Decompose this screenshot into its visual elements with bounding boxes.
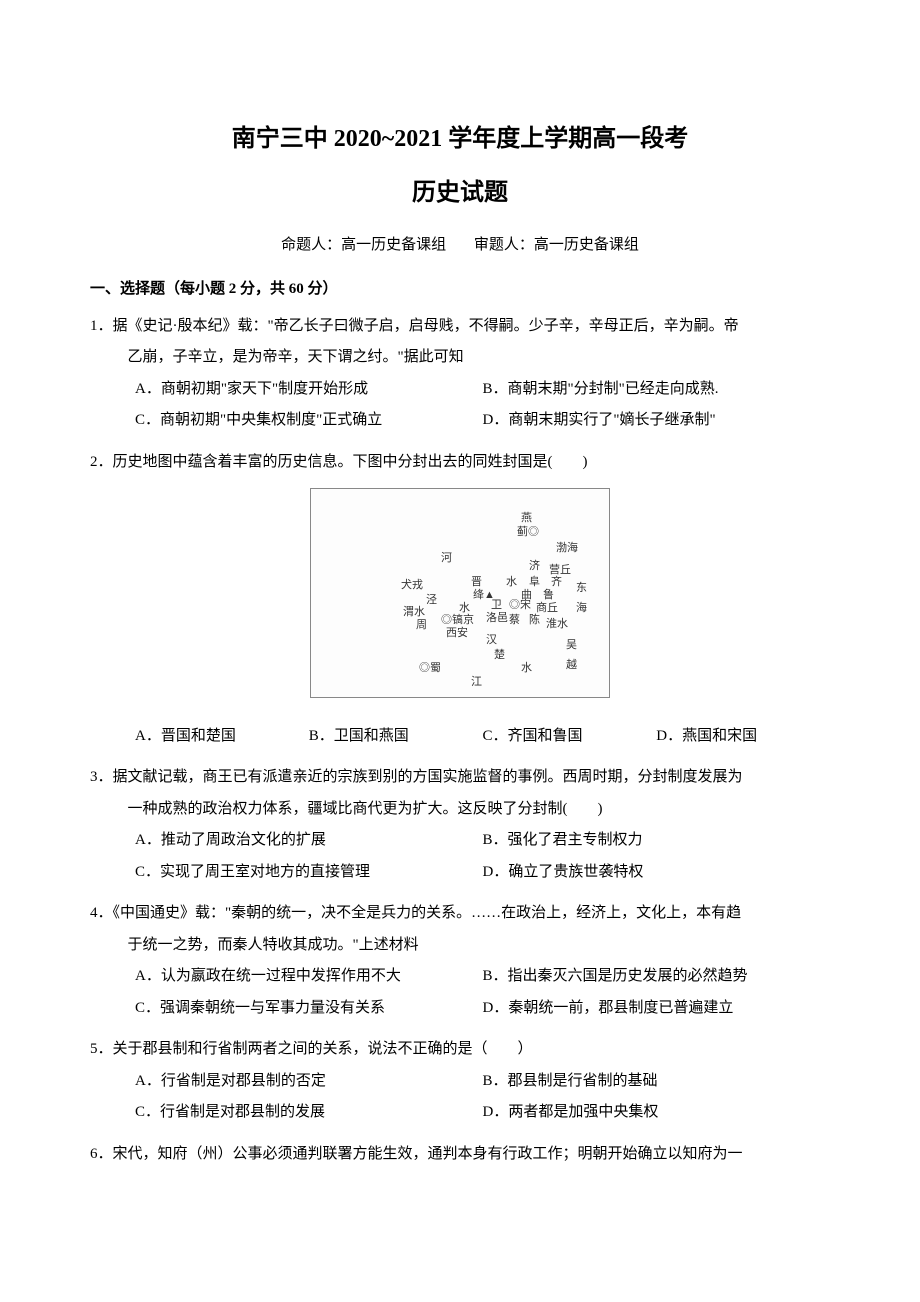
question-1-option-d: D．商朝末期实行了"嫡长子继承制"	[483, 405, 831, 437]
question-4: 4．《中国通史》载："秦朝的统一，决不全是兵力的关系。……在政治上，经济上，文化…	[90, 898, 830, 1024]
question-4-num: 4．	[90, 905, 113, 921]
map-image: 燕蓟◎渤海河济营丘犬戎晋水阜齐东泾绛▲曲鲁渭水水卫◎宋商丘海周◎镐京洛邑蔡陈淮水…	[310, 488, 610, 698]
map-label: 泾	[426, 589, 437, 612]
question-4-option-b: B．指出秦灭六国是历史发展的必然趋势	[483, 961, 831, 993]
title-sub: 历史试题	[90, 174, 830, 212]
question-4-line1: 《中国通史》载："秦朝的统一，决不全是兵力的关系。……在政治上，经济上，文化上，…	[113, 905, 742, 921]
question-5-option-b: B．郡县制是行省制的基础	[483, 1066, 831, 1098]
question-5-option-d: D．两者都是加强中央集权	[483, 1097, 831, 1129]
question-2-options-row: A．晋国和楚国 B．卫国和燕国 C．齐国和鲁国 D．燕国和宋国	[90, 721, 830, 753]
question-5-line1: 关于郡县制和行省制两者之间的关系，说法不正确的是（ ）	[113, 1041, 533, 1057]
map-label: 水	[506, 571, 517, 594]
author-right: 审题人：高一历史备课组	[474, 237, 639, 253]
question-3-options-row1: A．推动了周政治文化的扩展 B．强化了君主专制权力	[90, 825, 830, 857]
question-2-line1: 历史地图中蕴含着丰富的历史信息。下图中分封出去的同姓封国是( )	[113, 454, 588, 470]
question-5-text: 5．关于郡县制和行省制两者之间的关系，说法不正确的是（ ）	[90, 1034, 830, 1066]
question-4-options-row1: A．认为嬴政在统一过程中发挥作用不大 B．指出秦灭六国是历史发展的必然趋势	[90, 961, 830, 993]
question-1-option-c: C．商朝初期"中央集权制度"正式确立	[135, 405, 483, 437]
question-3-line1: 据文献记载，商王已有派遣亲近的宗族到别的方国实施监督的事例。西周时期，分封制度发…	[113, 769, 743, 785]
section-header: 一、选择题（每小题 2 分，共 60 分）	[90, 277, 830, 301]
question-4-option-d: D．秦朝统一前，郡县制度已普遍建立	[483, 993, 831, 1025]
map-label: 周	[416, 614, 427, 637]
question-1-text: 1．据《史记·殷本纪》载："帝乙长子曰微子启，启母贱，不得嗣。少子辛，辛母正后，…	[90, 311, 830, 343]
question-3-line2: 一种成熟的政治权力体系，疆域比商代更为扩大。这反映了分封制( )	[90, 794, 830, 826]
map-label: 淮水	[546, 613, 568, 636]
map-label: 蔡	[509, 609, 520, 632]
question-4-option-a: A．认为嬴政在统一过程中发挥作用不大	[135, 961, 483, 993]
map-label: 江	[471, 671, 482, 694]
question-4-option-c: C．强调秦朝统一与军事力量没有关系	[135, 993, 483, 1025]
authors-line: 命题人：高一历史备课组 审题人：高一历史备课组	[90, 233, 830, 257]
question-6-text: 6．宋代，知府（州）公事必须通判联署方能生效，通判本身有行政工作；明朝开始确立以…	[90, 1139, 830, 1171]
question-1-num: 1．	[90, 318, 113, 334]
question-1-line1: 据《史记·殷本纪》载："帝乙长子曰微子启，启母贱，不得嗣。少子辛，辛母正后，辛为…	[113, 318, 739, 334]
question-4-line2: 于统一之势，而秦人特收其成功。"上述材料	[90, 930, 830, 962]
map-container: 燕蓟◎渤海河济营丘犬戎晋水阜齐东泾绛▲曲鲁渭水水卫◎宋商丘海周◎镐京洛邑蔡陈淮水…	[90, 488, 830, 711]
question-1-options-row1: A．商朝初期"家天下"制度开始形成 B．商朝末期"分封制"已经走向成熟.	[90, 374, 830, 406]
question-5: 5．关于郡县制和行省制两者之间的关系，说法不正确的是（ ） A．行省制是对郡县制…	[90, 1034, 830, 1129]
map-label: 河	[441, 547, 452, 570]
question-2-option-d: D．燕国和宋国	[656, 721, 830, 753]
question-4-options-row2: C．强调秦朝统一与军事力量没有关系 D．秦朝统一前，郡县制度已普遍建立	[90, 993, 830, 1025]
question-3-option-d: D．确立了贵族世袭特权	[483, 857, 831, 889]
map-label: 犬戎	[401, 574, 423, 597]
question-2-num: 2．	[90, 454, 113, 470]
question-1-line2: 乙崩，子辛立，是为帝辛，天下谓之纣。"据此可知	[90, 342, 830, 374]
question-6-num: 6．	[90, 1146, 113, 1162]
question-6-line1: 宋代，知府（州）公事必须通判联署方能生效，通判本身有行政工作；明朝开始确立以知府…	[113, 1146, 743, 1162]
author-left: 命题人：高一历史备课组	[281, 237, 446, 253]
question-2-option-a: A．晋国和楚国	[135, 721, 309, 753]
question-2: 2．历史地图中蕴含着丰富的历史信息。下图中分封出去的同姓封国是( ) 燕蓟◎渤海…	[90, 447, 830, 753]
map-label: 渤海	[556, 537, 578, 560]
question-6: 6．宋代，知府（州）公事必须通判联署方能生效，通判本身有行政工作；明朝开始确立以…	[90, 1139, 830, 1171]
question-2-option-b: B．卫国和燕国	[309, 721, 483, 753]
map-label: 陈	[529, 609, 540, 632]
map-label: 西安	[446, 622, 468, 645]
question-4-text: 4．《中国通史》载："秦朝的统一，决不全是兵力的关系。……在政治上，经济上，文化…	[90, 898, 830, 930]
question-1-option-a: A．商朝初期"家天下"制度开始形成	[135, 374, 483, 406]
map-label: 蓟◎	[517, 521, 539, 544]
map-label: 越	[566, 654, 577, 677]
question-1-option-b: B．商朝末期"分封制"已经走向成熟.	[483, 374, 831, 406]
map-label: 楚	[494, 644, 505, 667]
question-5-options-row1: A．行省制是对郡县制的否定 B．郡县制是行省制的基础	[90, 1066, 830, 1098]
question-2-option-c: C．齐国和鲁国	[483, 721, 657, 753]
question-3-options-row2: C．实现了周王室对地方的直接管理 D．确立了贵族世袭特权	[90, 857, 830, 889]
question-2-text: 2．历史地图中蕴含着丰富的历史信息。下图中分封出去的同姓封国是( )	[90, 447, 830, 479]
question-5-option-a: A．行省制是对郡县制的否定	[135, 1066, 483, 1098]
question-3-text: 3．据文献记载，商王已有派遣亲近的宗族到别的方国实施监督的事例。西周时期，分封制…	[90, 762, 830, 794]
map-label: 洛邑	[486, 607, 508, 630]
question-3-option-c: C．实现了周王室对地方的直接管理	[135, 857, 483, 889]
question-5-option-c: C．行省制是对郡县制的发展	[135, 1097, 483, 1129]
question-3-option-b: B．强化了君主专制权力	[483, 825, 831, 857]
map-label: 水	[521, 657, 532, 680]
map-label: ◎蜀	[419, 657, 441, 680]
question-3: 3．据文献记载，商王已有派遣亲近的宗族到别的方国实施监督的事例。西周时期，分封制…	[90, 762, 830, 888]
question-5-num: 5．	[90, 1041, 113, 1057]
question-1-options-row2: C．商朝初期"中央集权制度"正式确立 D．商朝末期实行了"嫡长子继承制"	[90, 405, 830, 437]
title-main: 南宁三中 2020~2021 学年度上学期高一段考	[90, 120, 830, 158]
map-label: 海	[576, 597, 587, 620]
question-3-option-a: A．推动了周政治文化的扩展	[135, 825, 483, 857]
question-1: 1．据《史记·殷本纪》载："帝乙长子曰微子启，启母贱，不得嗣。少子辛，辛母正后，…	[90, 311, 830, 437]
question-3-num: 3．	[90, 769, 113, 785]
question-5-options-row2: C．行省制是对郡县制的发展 D．两者都是加强中央集权	[90, 1097, 830, 1129]
